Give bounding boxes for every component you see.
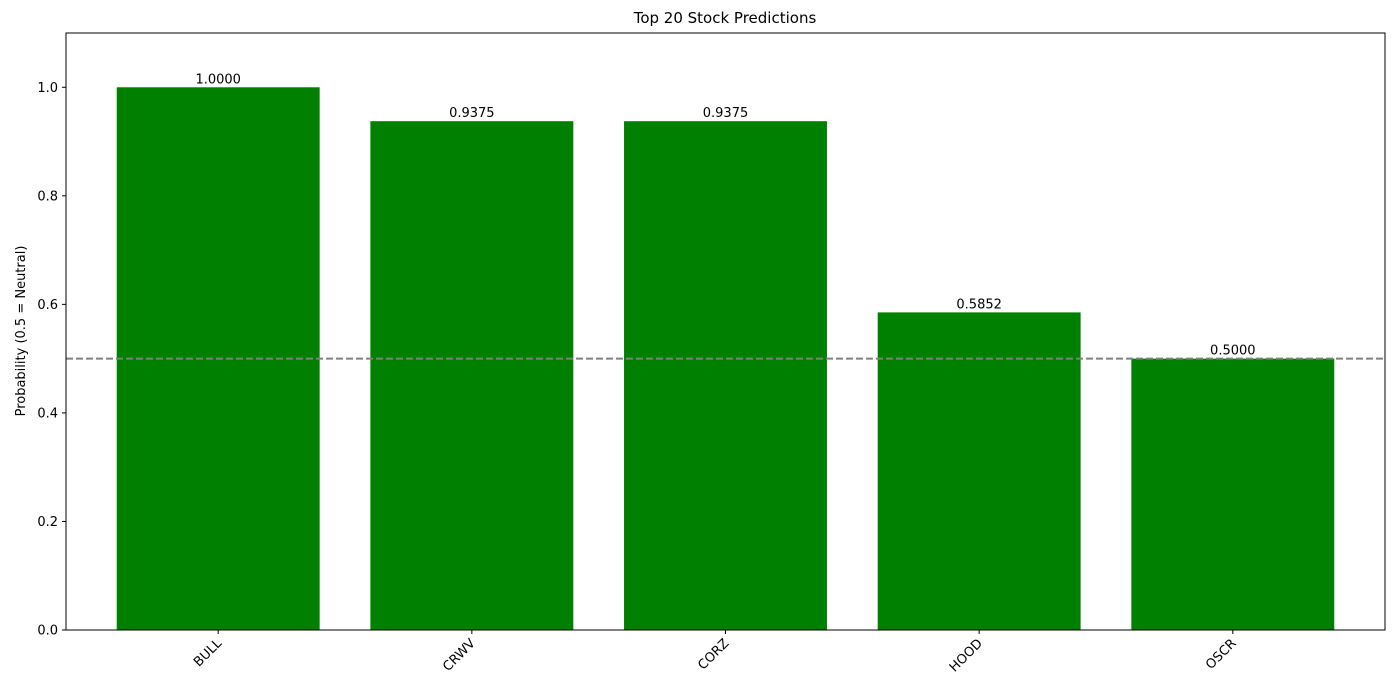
- y-axis-ticks: 0.0 0.2 0.4 0.6 0.8 1.0: [37, 81, 66, 639]
- bar-corz: [624, 121, 827, 631]
- bar-value-label: 0.9375: [449, 106, 495, 121]
- y-tick-label: 1.0: [37, 81, 58, 96]
- plot-area-frame: [65, 32, 1386, 631]
- bar-value-label: 1.0000: [195, 72, 241, 87]
- bar-crwv: [370, 121, 574, 631]
- x-tick-label: BULL: [191, 636, 225, 670]
- bar-value-label: 0.5000: [1210, 344, 1256, 359]
- x-tick-label: CORZ: [695, 636, 732, 673]
- y-axis-label: Probability (0.5 = Neutral): [14, 246, 29, 417]
- y-tick-label: 0.8: [37, 189, 58, 204]
- bar-hood: [877, 312, 1081, 630]
- bar-oscr: [1131, 358, 1335, 630]
- x-axis-ticks: BULL CRWV CORZ HOOD OSCR: [191, 630, 1240, 675]
- bar-value-labels: 1.0000 0.9375 0.9375 0.5852 0.5000: [195, 72, 1255, 358]
- bars-group: [116, 87, 1335, 631]
- y-tick-label: 0.0: [37, 624, 58, 639]
- y-tick-label: 0.4: [37, 406, 58, 421]
- chart-title: Top 20 Stock Predictions: [633, 9, 817, 27]
- x-tick-label: CRWV: [440, 636, 478, 674]
- bar-value-label: 0.9375: [703, 106, 749, 121]
- y-tick-label: 0.2: [37, 515, 58, 530]
- y-tick-label: 0.6: [37, 298, 58, 313]
- x-tick-label: HOOD: [947, 636, 986, 675]
- bar-value-label: 0.5852: [956, 297, 1002, 312]
- x-tick-label: OSCR: [1203, 636, 1239, 672]
